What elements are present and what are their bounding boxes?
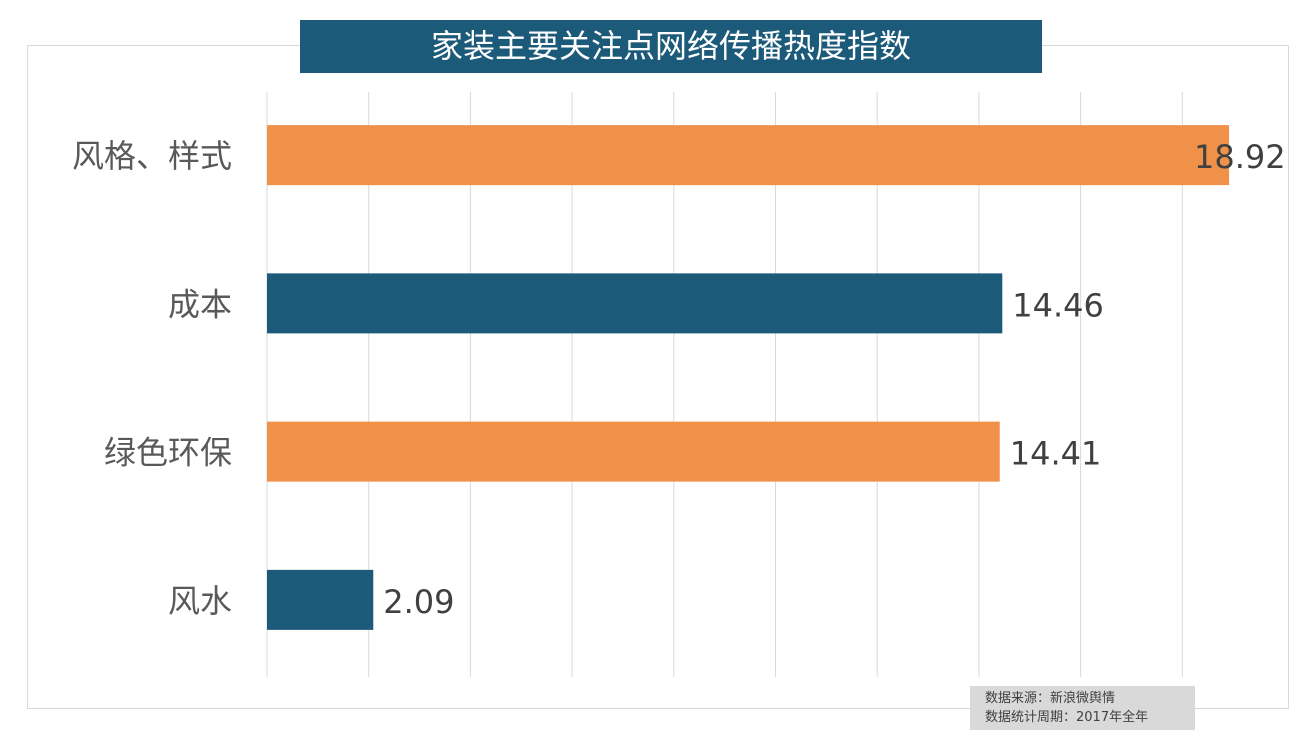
source-note: 数据来源：新浪微舆情 数据统计周期：2017年全年	[970, 686, 1195, 730]
bar	[267, 125, 1230, 186]
category-label: 风格、样式	[72, 137, 232, 175]
data-label: 18.92	[1194, 138, 1286, 176]
bar	[267, 569, 374, 630]
category-label: 成本	[168, 285, 232, 323]
source-line: 数据来源：新浪微舆情	[985, 691, 1116, 706]
bar	[267, 273, 1003, 334]
chart-title: 家装主要关注点网络传播热度指数	[300, 20, 1042, 73]
category-label: 风水	[168, 582, 232, 620]
data-label: 2.09	[383, 583, 454, 621]
category-label: 绿色环保	[104, 434, 232, 472]
data-label: 14.46	[1012, 286, 1104, 324]
bar	[267, 421, 1000, 482]
data-label: 14.41	[1010, 435, 1102, 473]
period-line: 数据统计周期：2017年全年	[985, 710, 1149, 725]
